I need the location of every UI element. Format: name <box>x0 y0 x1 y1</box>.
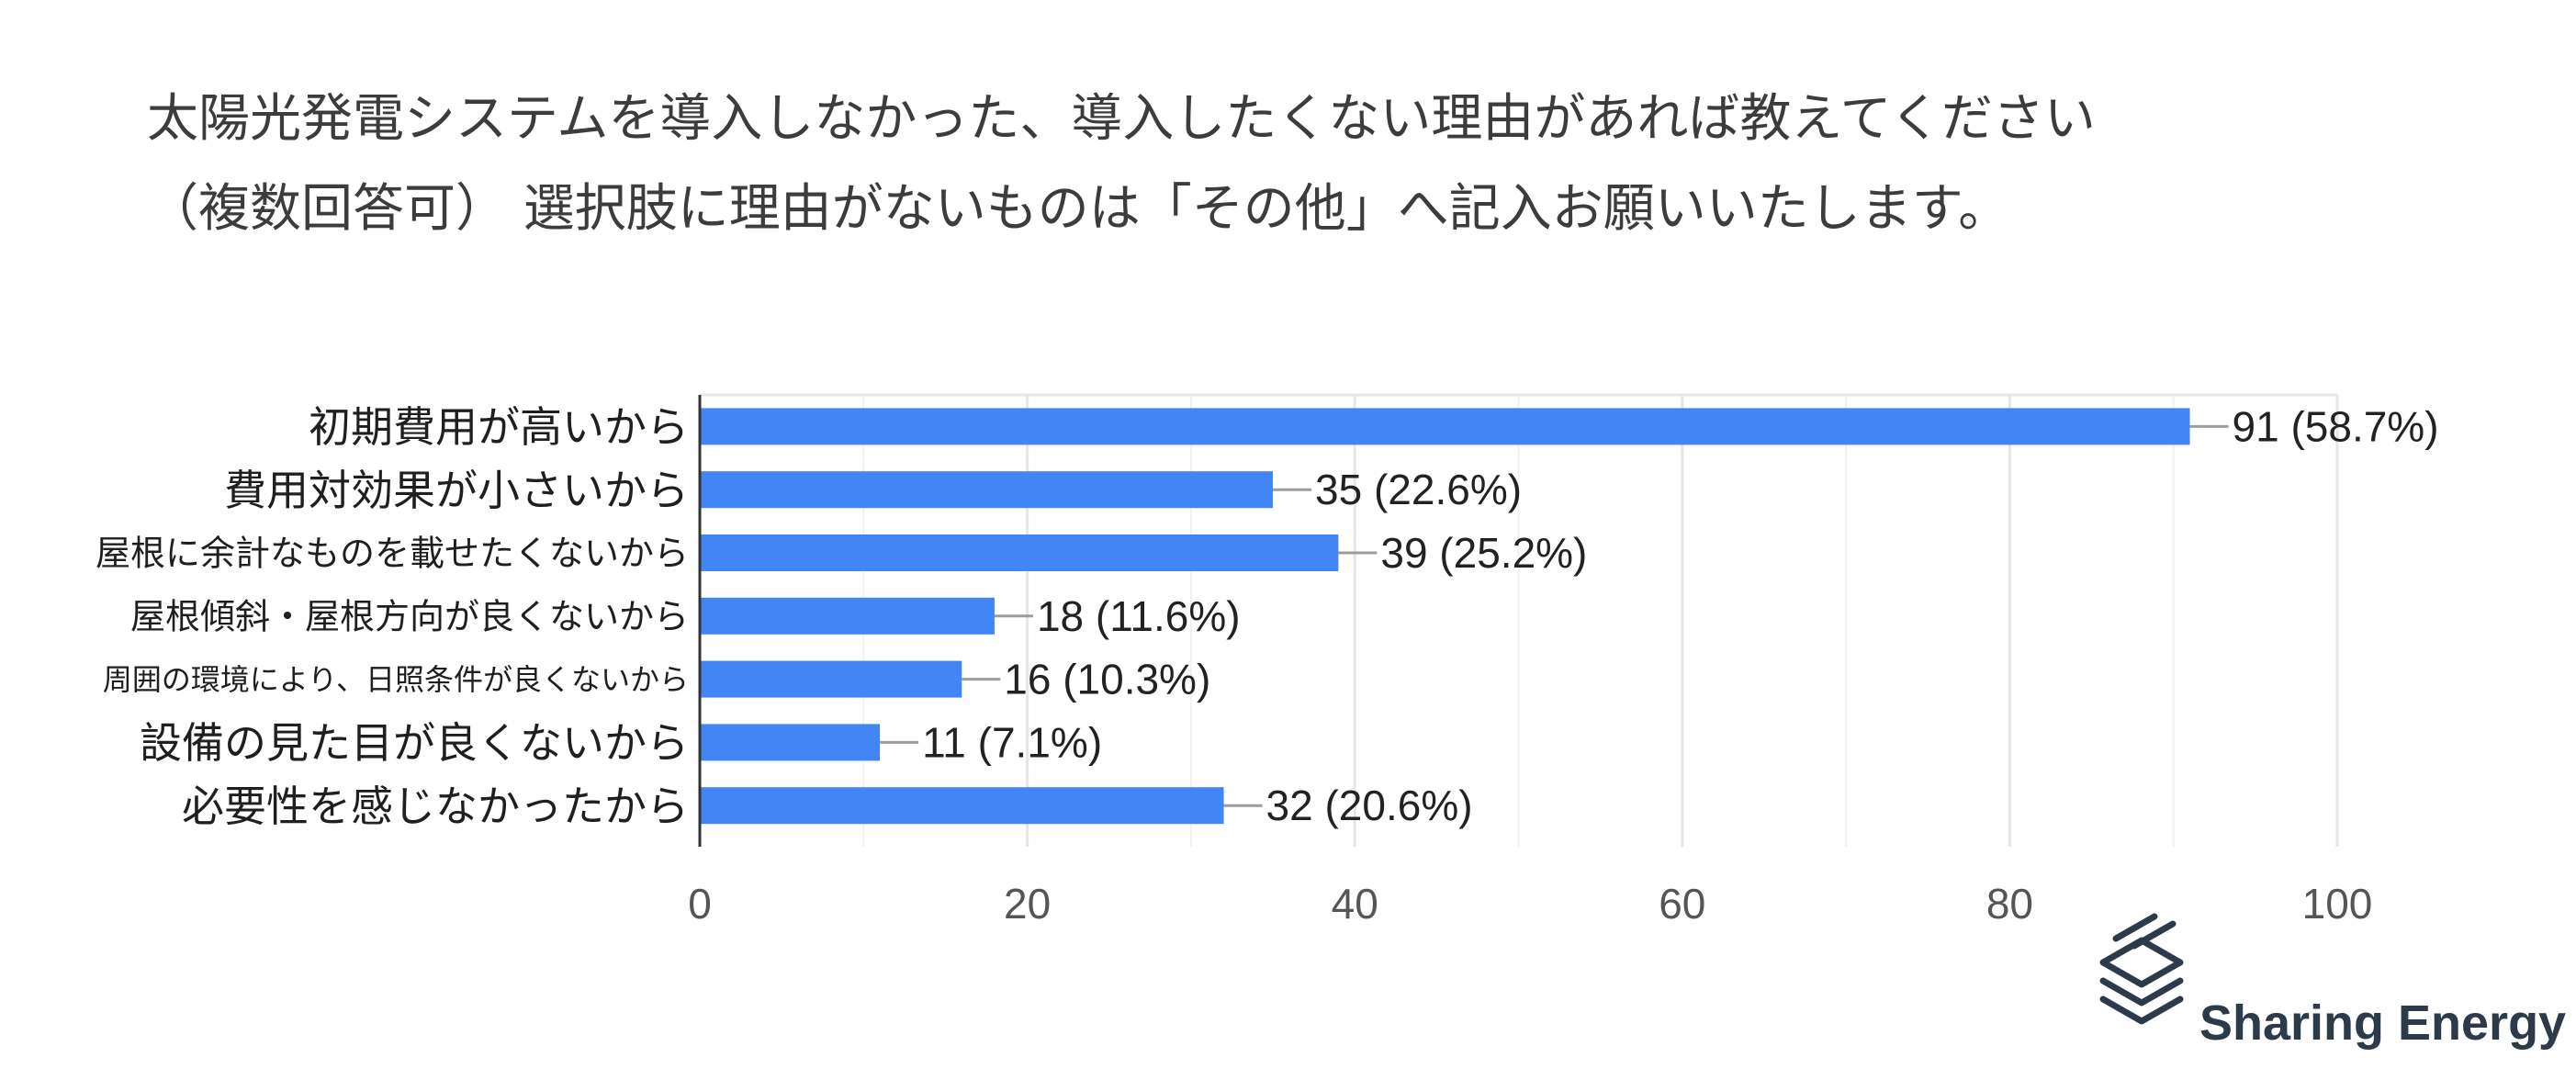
bar-2 <box>700 534 1339 571</box>
bar-3 <box>700 597 995 635</box>
category-label-0: 初期費用が高いから <box>309 402 689 452</box>
data-label-6: 32 (20.6%) <box>1266 782 1473 829</box>
data-label-1: 35 (22.6%) <box>1315 466 1522 513</box>
category-label-1: 費用対効果が小さいから <box>224 466 689 515</box>
x-tick-label-40: 40 <box>1332 880 1378 928</box>
data-label-4: 16 (10.3%) <box>1004 656 1210 703</box>
chart-title-line-2: （複数回答可） 選択肢に理由がないものは「その他」へ記入お願いいたします。 <box>147 179 2009 239</box>
chart-title: 太陽光発電システムを導入しなかった、導入したくない理由があれば教えてください （… <box>147 89 2096 239</box>
category-label-5: 設備の見た目が良くないから <box>140 718 689 768</box>
x-tick-label-100: 100 <box>2302 880 2373 928</box>
category-label-3: 屋根傾斜・屋根方向が良くないから <box>130 596 689 636</box>
category-label-2: 屋根に余計なものを載せたくないから <box>96 534 689 574</box>
data-label-5: 11 (7.1%) <box>922 718 1102 766</box>
brand-name: Sharing Energy <box>2199 995 2566 1051</box>
x-axis-ticks: 0 20 40 60 80 100 <box>688 880 2372 928</box>
bar-5 <box>700 724 881 761</box>
bar-6 <box>700 787 1224 825</box>
x-tick-label-0: 0 <box>688 880 712 928</box>
chart-title-line-1: 太陽光発電システムを導入しなかった、導入したくない理由があれば教えてください <box>147 89 2096 149</box>
brand-logo: Sharing Energy <box>2099 913 2566 1051</box>
bar-4 <box>700 660 962 698</box>
x-tick-label-80: 80 <box>1986 880 2033 928</box>
leader-lines <box>880 424 2229 807</box>
stacked-layers-icon <box>2099 913 2184 1025</box>
x-tick-label-60: 60 <box>1659 880 1705 928</box>
data-label-0: 91 (58.7%) <box>2233 402 2439 450</box>
category-label-6: 必要性を感じなかったから <box>182 782 689 831</box>
category-labels: 初期費用が高いから費用対効果が小さいから屋根に余計なものを載せたくないから屋根傾… <box>96 402 689 831</box>
data-labels: 91 (58.7%) 35 (22.6%) 39 (25.2%) 18 (11.6%)… <box>922 402 2438 829</box>
category-label-4: 周囲の環境により、日照条件が良くないから <box>103 662 689 697</box>
bars <box>700 408 2190 825</box>
data-label-3: 18 (11.6%) <box>1037 592 1241 640</box>
bar-0 <box>700 408 2190 445</box>
x-tick-label-20: 20 <box>1004 880 1051 928</box>
bar-1 <box>700 471 1274 509</box>
data-label-2: 39 (25.2%) <box>1380 529 1587 577</box>
